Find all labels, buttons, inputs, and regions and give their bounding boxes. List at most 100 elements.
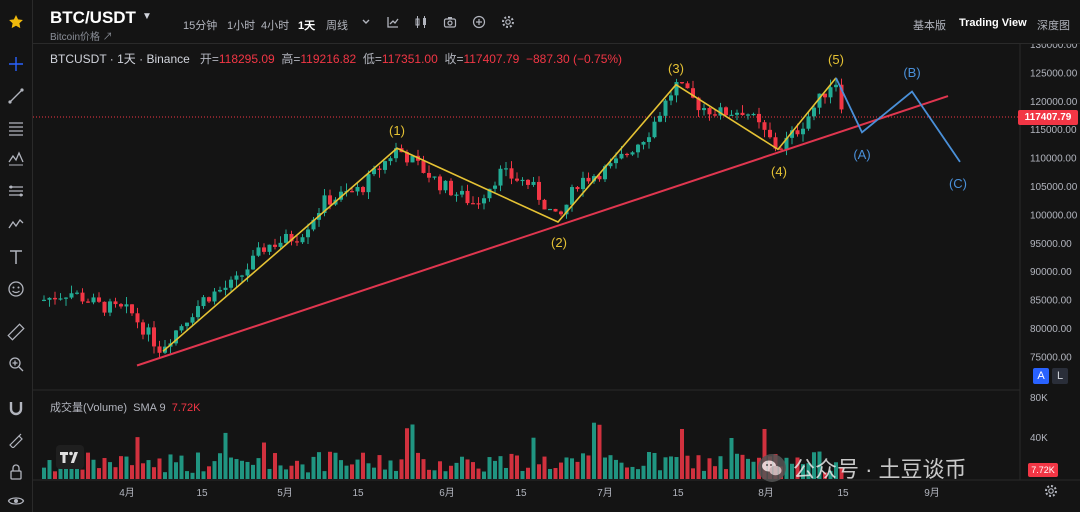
candle-body [366,174,371,193]
wave-label: (4) [771,164,787,179]
trend-line-icon[interactable] [5,85,27,107]
time-tick: 7月 [597,487,613,499]
volume-bar [630,466,635,479]
volume-bar [471,462,475,479]
text-icon[interactable] [5,246,27,268]
volume-bar [685,455,690,479]
volume-bar [383,469,387,479]
camera-icon[interactable] [442,14,458,30]
tradingview-logo [56,445,84,469]
candle-body [185,322,189,327]
crosshair-icon[interactable] [5,53,27,75]
symbol-title[interactable]: BTC/USDT [50,8,136,27]
volume-bar [652,452,657,479]
candle-body [322,195,327,213]
volume-bar [834,462,838,479]
watermark-text: 公众号 · 土豆谈币 [793,457,967,482]
price-axis[interactable]: 130000.00 125000.00 120000.00 115000.00 1100… [1030,40,1078,363]
volume-bar [355,459,360,479]
candle-body [713,114,717,116]
volume-bar [58,460,63,479]
favorite-star-icon[interactable] [5,11,27,33]
candle-body [603,166,607,180]
wave-icon[interactable] [5,213,27,235]
candle-body [91,297,96,303]
candle-body [685,83,690,89]
ruler-icon[interactable] [5,321,27,343]
gear-icon[interactable] [500,14,516,30]
volume-bar [421,459,426,479]
draw-lock-icon[interactable] [5,428,27,450]
more-timeframes-chevron-icon[interactable] [358,14,374,30]
zoom-icon[interactable] [5,353,27,375]
volume-bar [729,437,734,479]
view-tradingview[interactable]: Trading View [959,17,1027,29]
indicators-icon[interactable] [385,14,401,30]
time-axis[interactable]: 4月 15 5月 15 6月 15 7月 15 8月 15 9月 [119,487,940,499]
timeframe-week[interactable]: 周线 [326,20,348,32]
candle-body [97,297,101,302]
magnet-icon[interactable] [5,397,27,419]
volume-bar [812,452,816,479]
timeframe-4h[interactable]: 4小时 [261,20,290,32]
chart-settings-icon[interactable] [1044,484,1058,498]
legend-title[interactable]: BTCUSDT · 1天 · Binance [50,52,190,66]
candle-body [564,204,569,215]
volume-bar [306,472,310,479]
candle-body [174,330,178,344]
volume-bar [487,457,492,479]
volume-bar [751,461,756,479]
price-tick: 75000.00 [1030,352,1072,363]
volume-legend[interactable]: 成交量(Volume) SMA 9 7.72K [50,399,200,415]
candle-body [207,297,211,302]
view-basic[interactable]: 基本版 [913,20,946,32]
volume-bar [394,470,398,479]
open-value: 118295.09 [218,52,275,66]
volume-bar [157,458,162,479]
emoji-icon[interactable] [5,278,27,300]
candle-body [383,161,387,170]
volume-bar [735,453,739,479]
volume-bar [163,472,167,479]
volume-bar [229,457,233,479]
candlesticks [42,78,844,359]
candle-type-icon[interactable] [413,14,429,30]
timeframe-1h[interactable]: 1小时 [227,20,256,32]
volume-bar [300,464,305,479]
volume-bar [141,463,145,479]
volume-bar [262,442,266,479]
volume-bar [476,468,481,479]
volume-bar [515,455,519,479]
chevron-down-icon[interactable]: ▼ [142,11,152,22]
volume-bar [493,460,497,479]
candle-body [267,244,272,252]
candle-body [729,114,734,116]
candle-body [740,112,745,116]
wechat-icon [758,454,786,482]
volume-bar [333,452,338,479]
view-depth[interactable]: 深度图 [1037,20,1070,32]
time-tick: 4月 [119,487,135,499]
timeframe-1d[interactable]: 1天 [298,20,316,32]
fib-icon[interactable] [5,180,27,202]
candle-body [746,114,750,116]
volume-bar [361,452,365,479]
pattern-icon[interactable] [5,147,27,169]
volume-bar [152,467,156,479]
eye-icon[interactable] [5,490,27,512]
volume-bar [416,452,420,479]
log-scale-button[interactable]: L [1052,368,1068,384]
symbol-subtitle[interactable]: Bitcoin价格 ↗ [50,32,113,43]
candle-body [339,191,343,200]
lock-icon[interactable] [5,461,27,483]
volume-bar [113,467,118,479]
candle-body [592,176,596,182]
auto-scale-button[interactable]: A [1033,368,1049,384]
horizontal-lines-icon[interactable] [5,117,27,139]
candle-body [784,137,789,150]
add-icon[interactable] [471,14,487,30]
volume-bar [218,453,222,479]
candle-body [465,190,470,204]
timeframe-15m[interactable]: 15分钟 [183,20,218,32]
